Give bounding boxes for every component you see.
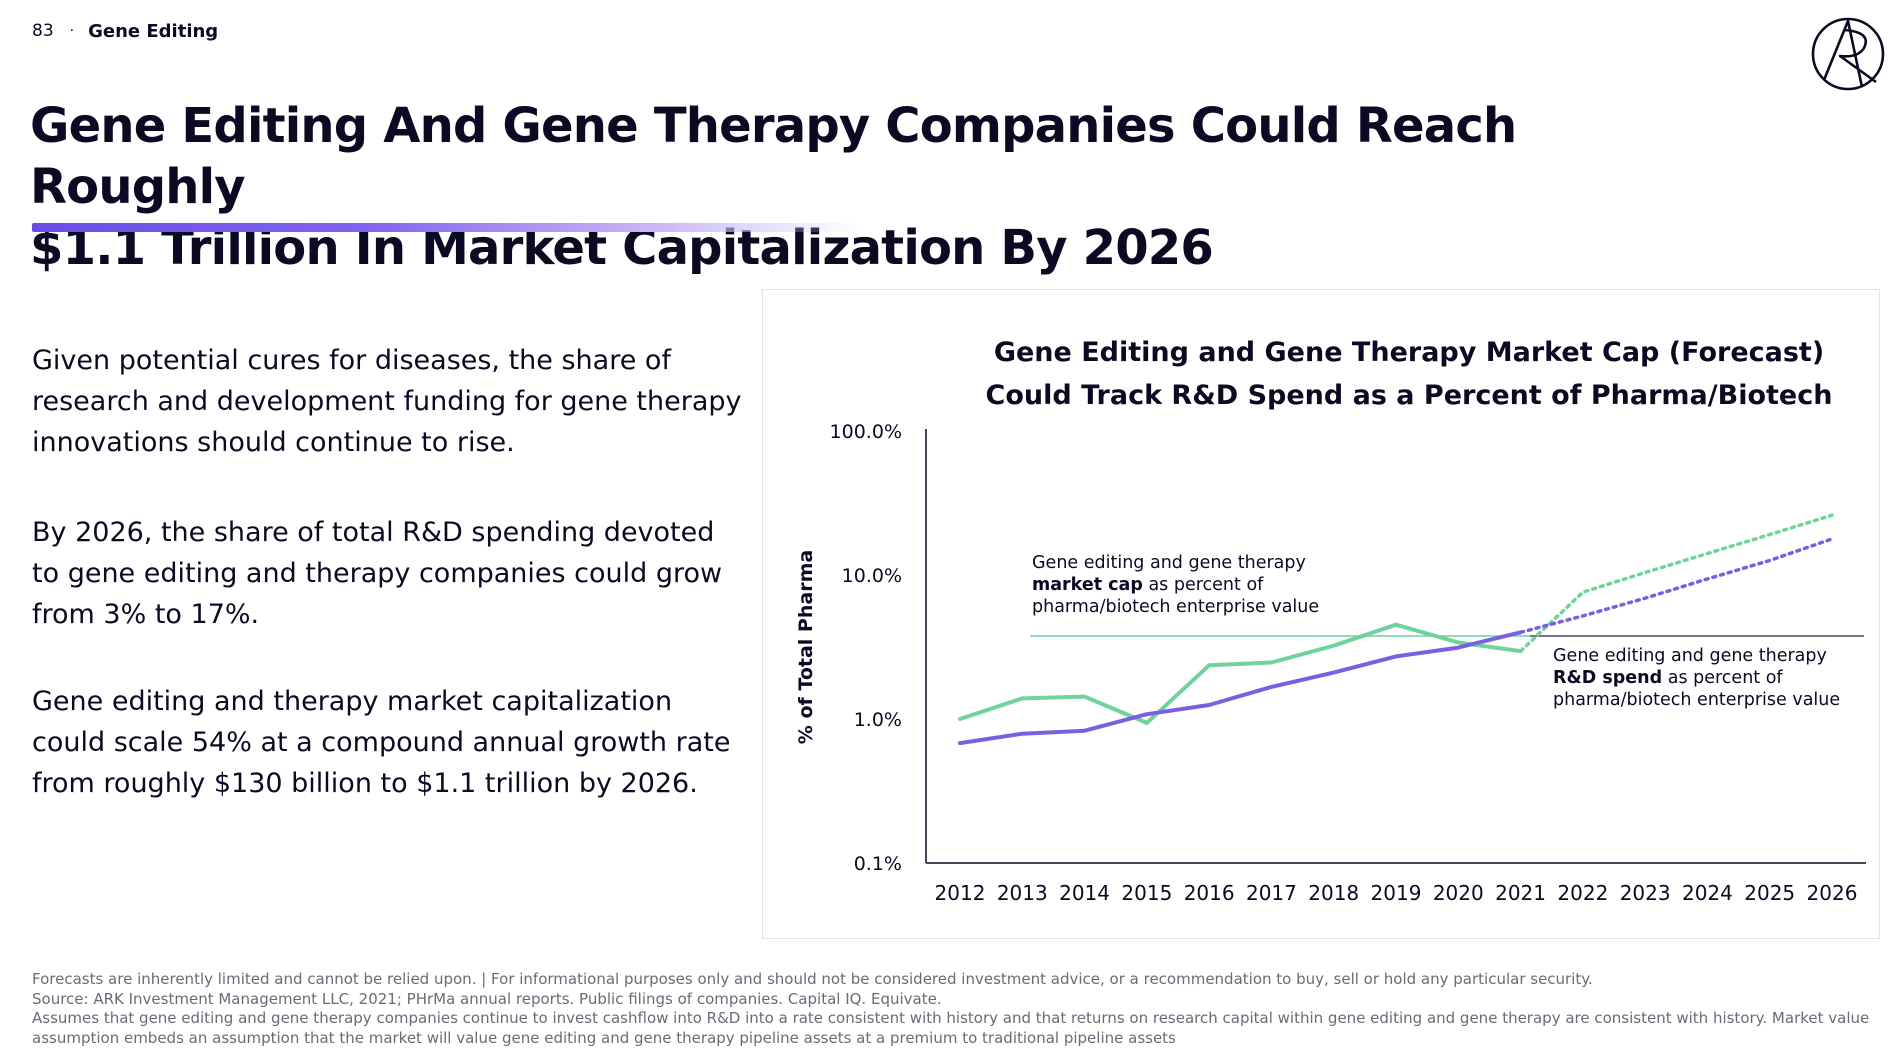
x-tick-label: 2013 <box>997 881 1048 905</box>
y-tick-label: 0.1% <box>854 853 902 875</box>
footer-notes: Forecasts are inherently limited and can… <box>32 970 1882 1048</box>
y-tick-label: 1.0% <box>854 709 902 731</box>
x-tick-label: 2020 <box>1433 881 1484 905</box>
rd_spend-forecast-line <box>1518 537 1834 635</box>
x-tick-label: 2015 <box>1121 881 1172 905</box>
x-tick-label: 2024 <box>1682 881 1733 905</box>
header-separator: · <box>69 23 75 39</box>
chart-panel <box>762 289 1880 939</box>
y-axis-label: % of Total Pharma <box>795 550 817 744</box>
page-number: 83 <box>32 21 54 41</box>
body-paragraph-1: Given potential cures for diseases, the … <box>32 345 742 458</box>
x-tick-label: 2021 <box>1495 881 1546 905</box>
x-tick-label: 2016 <box>1184 881 1235 905</box>
annotation-bold: market cap <box>1032 575 1143 595</box>
footer-disclaimer: Forecasts are inherently limited and can… <box>32 970 1593 988</box>
footer-source: Source: ARK Investment Management LLC, 2… <box>32 989 942 1008</box>
x-tick-label: 2026 <box>1807 881 1858 905</box>
chart-title-line-2: Could Track R&D Spend as a Percent of Ph… <box>986 380 1833 411</box>
chart-svg: Gene Editing and Gene Therapy Market Cap… <box>795 337 1866 905</box>
x-tick-label: 2012 <box>935 881 986 905</box>
x-tick-label: 2022 <box>1557 881 1608 905</box>
market_cap-forecast-line <box>1518 513 1834 653</box>
footer-assumptions: Assumes that gene editing and gene thera… <box>32 1009 1870 1047</box>
x-tick-label: 2017 <box>1246 881 1297 905</box>
rd_spend-actual-line <box>958 630 1523 746</box>
annotation-rest: as percent of <box>1143 575 1264 595</box>
x-tick-label: 2018 <box>1308 881 1359 905</box>
x-tick-label: 2025 <box>1744 881 1795 905</box>
market_cap-actual-line <box>958 622 1523 725</box>
section-name: Gene Editing <box>88 20 219 42</box>
y-tick-label: 100.0% <box>830 421 902 443</box>
annotation-line: pharma/biotech enterprise value <box>1553 690 1840 710</box>
ark-logo-icon <box>1811 17 1885 91</box>
annotation-rest: as percent of <box>1662 668 1783 688</box>
annotation-line: Gene editing and gene therapy <box>1032 553 1306 573</box>
annotation-line: Gene editing and gene therapy <box>1553 646 1827 666</box>
chart-title-line-1: Gene Editing and Gene Therapy Market Cap… <box>994 337 1824 368</box>
page-header: 83 · Gene Editing <box>32 18 218 44</box>
annotation-bold: R&D spend <box>1553 668 1662 688</box>
title-underline <box>32 223 862 232</box>
annotation-line: market cap as percent of <box>1032 575 1264 595</box>
x-tick-label: 2023 <box>1620 881 1671 905</box>
body-paragraph-3: Gene editing and therapy market capitali… <box>32 686 731 799</box>
annotation-line: R&D spend as percent of <box>1553 668 1783 688</box>
page-title: Gene Editing And Gene Therapy Companies … <box>30 96 1730 279</box>
y-tick-label: 10.0% <box>842 565 902 587</box>
x-tick-label: 2014 <box>1059 881 1110 905</box>
title-line-1: Gene Editing And Gene Therapy Companies … <box>30 98 1517 215</box>
body-paragraph-2: By 2026, the share of total R&D spending… <box>32 517 723 630</box>
x-tick-label: 2019 <box>1371 881 1422 905</box>
annotation-line: pharma/biotech enterprise value <box>1032 597 1319 617</box>
